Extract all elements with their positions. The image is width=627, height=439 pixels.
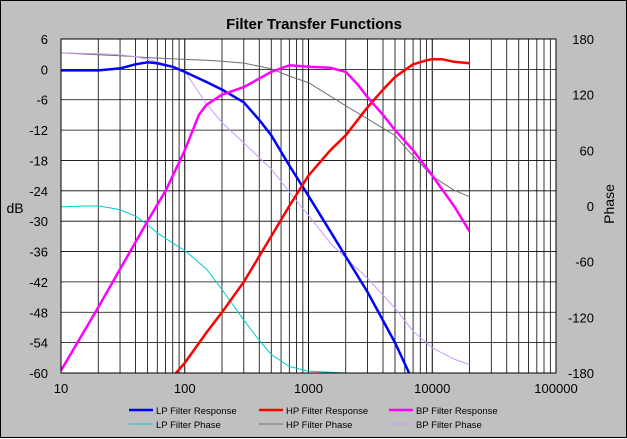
y-axis-label: dB [6,200,23,216]
series-bp-filter-response [61,64,471,372]
chart-title: Filter Transfer Functions [226,16,402,33]
y-tick-label: -6 [36,93,48,108]
y-tick-label: -42 [29,275,48,290]
legend-label: HP Filter Response [286,406,368,417]
y2-tick-label: 0 [587,199,594,214]
y-tick-label: -60 [29,366,48,381]
legend-label: LP Filter Response [156,406,237,417]
legend-label: BP Filter Response [416,406,498,417]
y-tick-label: -36 [29,245,48,260]
legend-label: BP Filter Phase [416,420,482,431]
series-lp-filter-phase [61,205,383,373]
y2-tick-label: 180 [572,32,594,47]
series-hp-filter-response [175,57,470,373]
y-tick-label: 6 [41,32,48,47]
y2-axis-label: Phase [601,184,617,224]
x-tick-label: 100000 [534,381,577,396]
x-tick-label: 10000 [414,381,450,396]
series-layer [61,52,471,373]
legend: LP Filter Response HP Filter Response BP F… [129,406,498,431]
series-lp-filter-response [61,61,411,373]
x-tick-label: 1000 [294,381,323,396]
y2-tick-label: -60 [575,255,594,270]
y2-tick-label: 120 [572,88,594,103]
x-tick-label: 10 [54,381,68,396]
y-tick-label: -48 [29,305,48,320]
legend-label: HP Filter Phase [286,420,352,431]
y-tick-label: -18 [29,153,48,168]
legend-label: LP Filter Phase [156,420,221,431]
y-tick-label: -54 [29,336,48,351]
y-tick-label: -24 [29,184,48,199]
series-bp-filter-phase [61,52,470,366]
y-tick-label: -30 [29,214,48,229]
y2-tick-label: -120 [568,310,594,325]
y2-tick-label: 60 [580,143,594,158]
series-hp-filter-phase [61,52,470,198]
tick-labels: 60-6-12-18-24-30-36-42-48-54-60180120600… [29,32,594,396]
grid [61,39,556,373]
y-tick-label: -12 [29,123,48,138]
x-tick-label: 100 [174,381,196,396]
y-tick-label: 0 [41,62,48,77]
y2-tick-label: -180 [568,366,594,381]
plot-border [60,38,557,374]
